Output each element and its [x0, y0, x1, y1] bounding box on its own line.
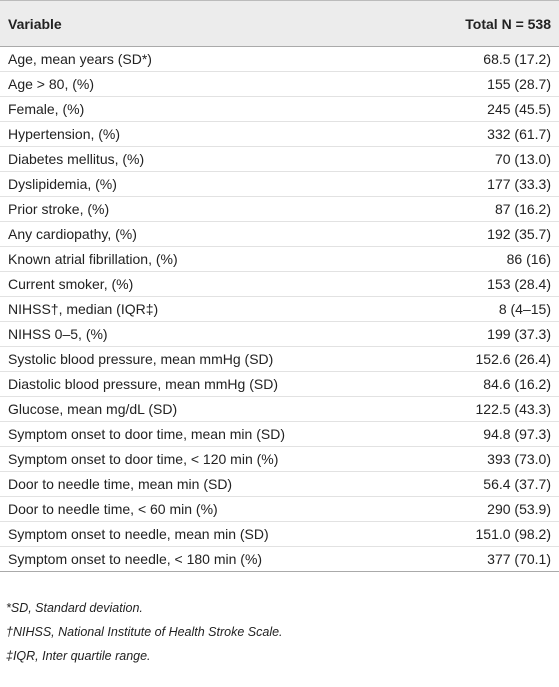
table-row: Known atrial fibrillation, (%) 86 (16) — [0, 246, 559, 272]
variable-cell: Female, (%) — [0, 96, 415, 122]
table-row: Female, (%) 245 (45.5) — [0, 96, 559, 122]
header-row: Variable Total N = 538 — [0, 0, 559, 47]
table-row: Symptom onset to needle, mean min (SD) 15… — [0, 521, 559, 547]
value-cell: 192 (35.7) — [414, 221, 559, 247]
variable-cell: Glucose, mean mg/dL (SD) — [0, 396, 415, 422]
table-row: Glucose, mean mg/dL (SD) 122.5 (43.3) — [0, 396, 559, 422]
variable-cell: Symptom onset to door time, < 120 min (%… — [0, 446, 415, 472]
table-row: Dyslipidemia, (%) 177 (33.3) — [0, 171, 559, 197]
footnote: †NIHSS, National Institute of Health Str… — [6, 625, 283, 639]
variable-cell: Known atrial fibrillation, (%) — [0, 246, 415, 272]
variable-cell: Symptom onset to needle, mean min (SD) — [0, 521, 415, 547]
table-row: Door to needle time, mean min (SD) 56.4 (… — [0, 471, 559, 497]
variable-cell: Prior stroke, (%) — [0, 196, 415, 222]
table-row: Prior stroke, (%) 87 (16.2) — [0, 196, 559, 222]
footnotes: *SD, Standard deviation. †NIHSS, National… — [6, 596, 283, 668]
variable-cell: Door to needle time, mean min (SD) — [0, 471, 415, 497]
value-cell: 153 (28.4) — [414, 271, 559, 297]
variable-cell: Dyslipidemia, (%) — [0, 171, 415, 197]
value-cell: 87 (16.2) — [414, 196, 559, 222]
value-cell: 177 (33.3) — [414, 171, 559, 197]
value-cell: 122.5 (43.3) — [414, 396, 559, 422]
value-cell: 332 (61.7) — [414, 121, 559, 147]
table-row: Diabetes mellitus, (%) 70 (13.0) — [0, 146, 559, 172]
value-cell: 199 (37.3) — [414, 321, 559, 347]
variable-cell: NIHSS 0–5, (%) — [0, 321, 415, 347]
variable-cell: Symptom onset to needle, < 180 min (%) — [0, 546, 415, 572]
variable-cell: Symptom onset to door time, mean min (SD… — [0, 421, 415, 447]
value-cell: 84.6 (16.2) — [414, 371, 559, 397]
table-body: Age, mean years (SD*) 68.5 (17.2) Age > 80… — [0, 46, 559, 572]
variable-cell: Diastolic blood pressure, mean mmHg (SD) — [0, 371, 415, 397]
value-cell: 151.0 (98.2) — [414, 521, 559, 547]
value-cell: 68.5 (17.2) — [414, 46, 559, 72]
value-cell: 393 (73.0) — [414, 446, 559, 472]
footnote: ‡IQR, Inter quartile range. — [6, 649, 151, 663]
variable-cell: NIHSS†, median (IQR‡) — [0, 296, 415, 322]
table-row: NIHSS†, median (IQR‡) 8 (4–15) — [0, 296, 559, 322]
table-row: Door to needle time, < 60 min (%) 290 (53… — [0, 496, 559, 522]
table-row: Diastolic blood pressure, mean mmHg (SD)… — [0, 371, 559, 397]
table-row: NIHSS 0–5, (%) 199 (37.3) — [0, 321, 559, 347]
header-cell: Variable — [0, 0, 415, 47]
value-cell: 8 (4–15) — [414, 296, 559, 322]
variable-cell: Door to needle time, < 60 min (%) — [0, 496, 415, 522]
variable-cell: Current smoker, (%) — [0, 271, 415, 297]
value-cell: 70 (13.0) — [414, 146, 559, 172]
value-cell: 152.6 (26.4) — [414, 346, 559, 372]
table-row: Symptom onset to needle, < 180 min (%) 37… — [0, 546, 559, 572]
table-row: Symptom onset to door time, mean min (SD… — [0, 421, 559, 447]
value-cell: 56.4 (37.7) — [414, 471, 559, 497]
variable-cell: Age, mean years (SD*) — [0, 46, 415, 72]
variable-cell: Systolic blood pressure, mean mmHg (SD) — [0, 346, 415, 372]
table: Variable Total N = 538 Age, mean years (… — [0, 0, 559, 572]
variable-cell: Age > 80, (%) — [0, 71, 415, 97]
value-cell: 290 (53.9) — [414, 496, 559, 522]
footnote: *SD, Standard deviation. — [6, 601, 143, 615]
value-cell: 94.8 (97.3) — [414, 421, 559, 447]
table-row: Current smoker, (%) 153 (28.4) — [0, 271, 559, 297]
variable-cell: Any cardiopathy, (%) — [0, 221, 415, 247]
value-cell: 86 (16) — [414, 246, 559, 272]
header-cell: Total N = 538 — [414, 0, 559, 47]
variable-cell: Hypertension, (%) — [0, 121, 415, 147]
variable-cell: Diabetes mellitus, (%) — [0, 146, 415, 172]
value-cell: 155 (28.7) — [414, 71, 559, 97]
value-cell: 377 (70.1) — [414, 546, 559, 572]
table-row: Any cardiopathy, (%) 192 (35.7) — [0, 221, 559, 247]
table-row: Age, mean years (SD*) 68.5 (17.2) — [0, 46, 559, 72]
table-row: Hypertension, (%) 332 (61.7) — [0, 121, 559, 147]
value-cell: 245 (45.5) — [414, 96, 559, 122]
table-row: Symptom onset to door time, < 120 min (%… — [0, 446, 559, 472]
table-row: Systolic blood pressure, mean mmHg (SD) 1… — [0, 346, 559, 372]
table-row: Age > 80, (%) 155 (28.7) — [0, 71, 559, 97]
